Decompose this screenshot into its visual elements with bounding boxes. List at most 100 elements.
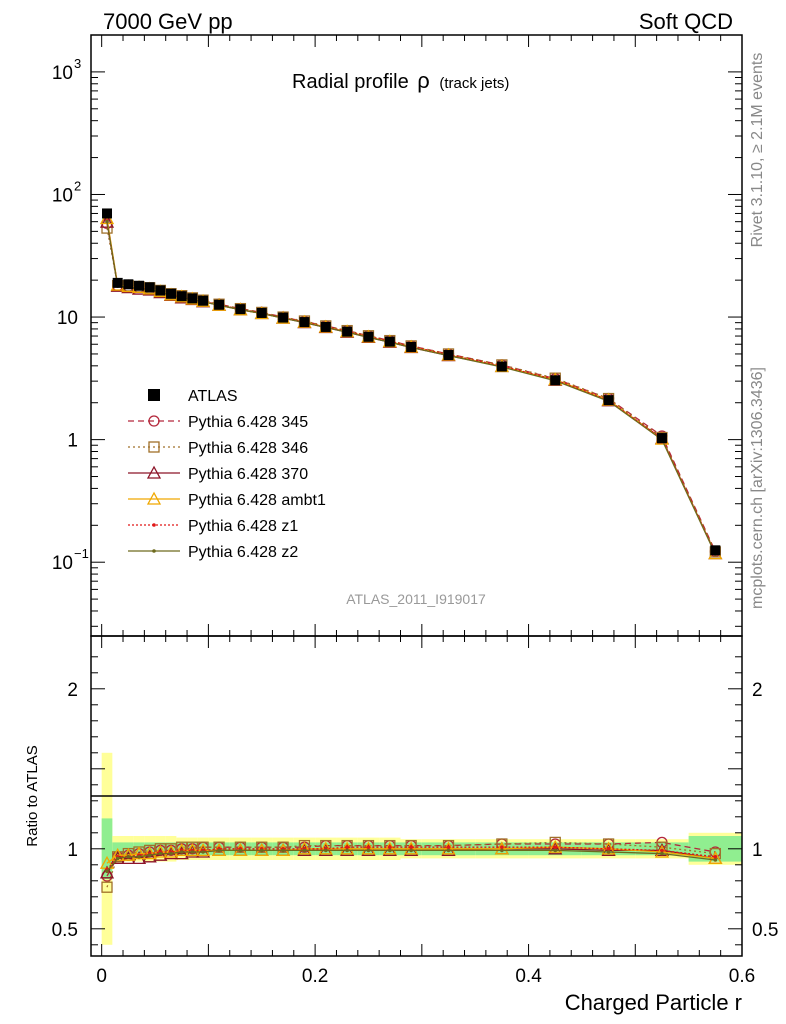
- x-axis-label: Charged Particle r: [565, 990, 742, 1015]
- series-marker-ratio: [323, 848, 328, 853]
- series-marker-ratio: [115, 856, 120, 861]
- legend-label: Pythia 6.428 346: [188, 440, 308, 457]
- series-marker-ratio: [101, 881, 113, 893]
- legend-label: Pythia 6.428 345: [188, 414, 308, 431]
- legend-label: Pythia 6.428 z2: [188, 544, 298, 561]
- legend-marker: [146, 491, 162, 505]
- series-marker-ratio: [105, 869, 109, 873]
- series-marker-ratio: [500, 845, 504, 849]
- series-marker-main: [105, 219, 109, 224]
- atlas-data-point: [176, 291, 187, 302]
- legend-label: Pythia 6.428 z1: [188, 518, 298, 535]
- analysis-label: ATLAS_2011_I919017: [346, 591, 486, 607]
- atlas-data-point: [363, 331, 374, 342]
- series-marker-ratio: [158, 851, 163, 856]
- legend-marker: [152, 549, 156, 553]
- header-left: 7000 GeV pp: [103, 9, 233, 34]
- header-right: Soft QCD: [639, 9, 733, 34]
- y-tick-label-main: 1: [67, 431, 78, 452]
- atlas-data-point: [112, 277, 123, 288]
- legend-label: Pythia 6.428 370: [188, 466, 308, 483]
- atlas-data-point: [198, 295, 209, 306]
- series-marker-ratio: [660, 851, 664, 856]
- series-line-main: [106, 220, 716, 554]
- series-marker-ratio: [606, 850, 611, 854]
- series-marker-ratio: [147, 853, 152, 857]
- series-marker-ratio: [601, 843, 616, 857]
- series-marker-ratio: [553, 845, 558, 849]
- series-marker-ratio: [142, 846, 157, 860]
- series-marker-ratio: [121, 847, 136, 861]
- series-marker-ratio: [201, 850, 205, 854]
- series-marker-ratio: [654, 843, 670, 857]
- legend: ATLAS Pythia 6.428 345 Pythia 6.428 346 Pyt…: [128, 388, 326, 561]
- series-marker-ratio: [169, 851, 173, 856]
- series-marker-ratio: [660, 848, 664, 853]
- series-marker-ratio: [345, 845, 349, 849]
- series-marker-ratio: [137, 855, 141, 859]
- y-tick-label-ratio-right: 2: [752, 680, 763, 701]
- atlas-data-point: [603, 395, 614, 406]
- atlas-data-point: [144, 282, 155, 293]
- y-tick-label-ratio-right: 0.5: [752, 920, 778, 941]
- atlas-data-point: [134, 280, 145, 291]
- x-tick-label: 0.2: [302, 966, 328, 987]
- atlas-data-point: [656, 433, 667, 444]
- series-marker-ratio: [388, 845, 392, 849]
- atlas-data-points: [102, 208, 721, 556]
- y-tick-exponent: −1: [74, 546, 89, 561]
- atlas-data-point: [123, 279, 134, 290]
- y-tick-exponent: 2: [74, 178, 81, 193]
- atlas-data-point: [320, 321, 331, 332]
- ratio-panel-series: [99, 836, 723, 893]
- atlas-data-point: [710, 545, 721, 556]
- y-tick-label-ratio: 1: [67, 840, 78, 861]
- legend-marker: [152, 523, 156, 527]
- series-marker-ratio: [217, 848, 221, 853]
- atlas-data-point: [443, 350, 454, 361]
- series-marker-ratio: [654, 844, 670, 858]
- series-marker-ratio: [409, 848, 413, 853]
- series-line-main: [106, 227, 716, 553]
- atlas-data-point: [384, 336, 395, 347]
- series-marker-ratio: [606, 847, 611, 851]
- series-marker-ratio: [238, 848, 243, 853]
- series-marker-ratio: [190, 850, 195, 854]
- mcplots-label: mcplots.cern.ch [arXiv:1306.3436]: [749, 367, 766, 609]
- atlas-data-point: [550, 375, 561, 386]
- atlas-data-point: [187, 293, 198, 304]
- band-inner: [101, 818, 113, 880]
- series-marker-ratio: [553, 848, 558, 853]
- atlas-data-point: [299, 317, 310, 328]
- legend-marker: [148, 415, 160, 427]
- series-marker-ratio: [153, 844, 168, 858]
- atlas-data-point: [235, 304, 246, 315]
- legend-label: ATLAS: [188, 388, 238, 405]
- series-marker-ratio: [179, 850, 184, 854]
- atlas-data-point: [256, 307, 267, 318]
- y-tick-label-main: 10: [52, 553, 73, 574]
- series-marker-ratio: [500, 848, 504, 853]
- series-marker-ratio: [281, 848, 285, 853]
- series-marker-ratio: [446, 845, 451, 849]
- series-marker-ratio: [366, 848, 371, 853]
- series-marker-ratio: [548, 841, 563, 855]
- series-marker-ratio: [345, 848, 349, 853]
- series-marker-ratio: [409, 845, 413, 849]
- series-marker-ratio: [99, 865, 115, 879]
- series-marker-ratio: [340, 841, 355, 855]
- series-marker-ratio: [259, 848, 264, 853]
- y-tick-label-ratio-right: 1: [752, 840, 763, 861]
- atlas-data-point: [278, 312, 289, 323]
- series-marker-ratio: [713, 858, 718, 862]
- legend-marker-atlas: [148, 389, 160, 401]
- chart-title: Radial profile ρ (track jets): [292, 68, 509, 93]
- series-marker-ratio: [366, 845, 371, 849]
- atlas-data-point: [496, 361, 507, 372]
- axis-ticks: [91, 34, 743, 956]
- series-line-ratio: [106, 846, 716, 871]
- x-tick-label: 0: [96, 966, 107, 987]
- series-marker-ratio: [708, 851, 723, 865]
